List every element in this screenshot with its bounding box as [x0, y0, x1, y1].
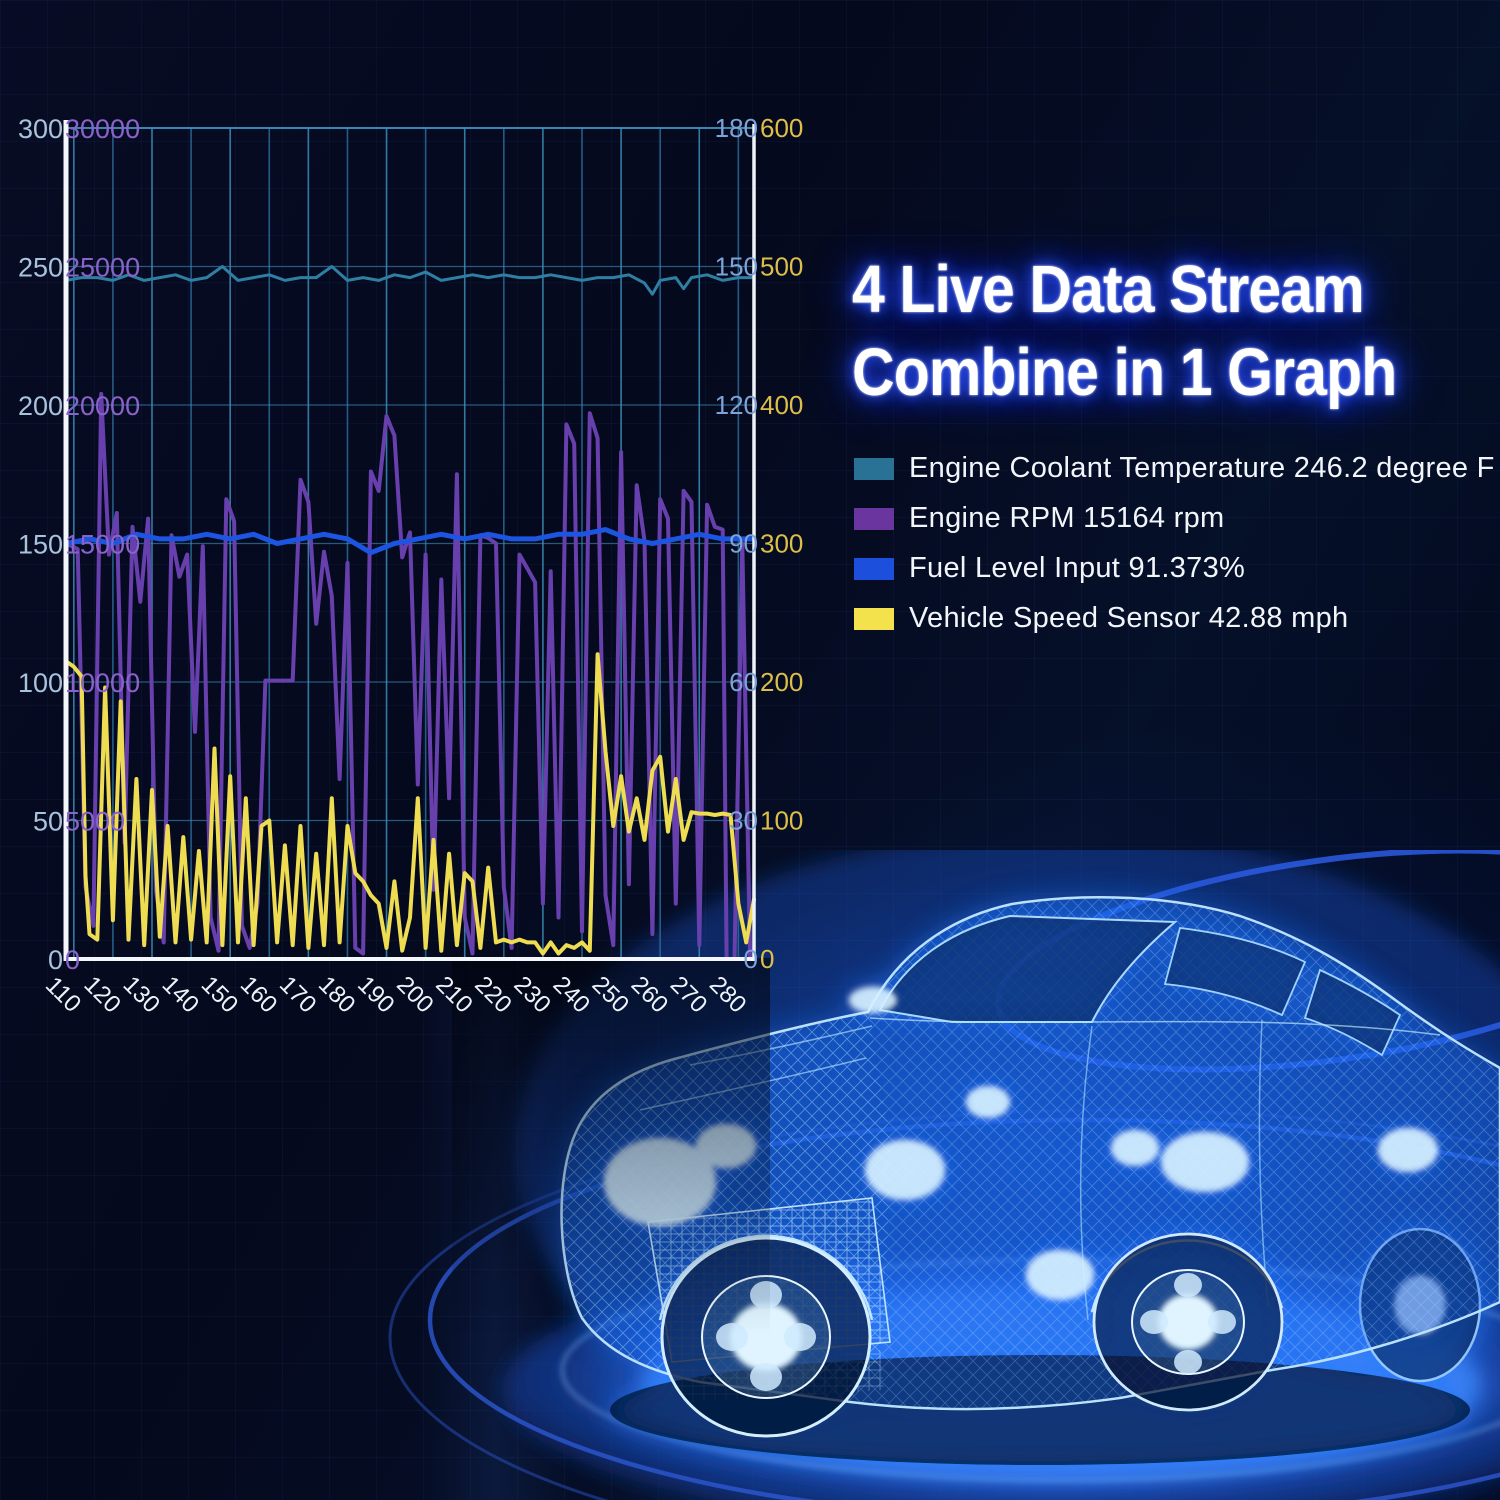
car-side-mirror [849, 987, 897, 1013]
series-fuel [63, 527, 757, 556]
svg-text:110: 110 [40, 972, 86, 1018]
legend-label-coolant: Engine Coolant Temperature 246.2 degree … [909, 452, 1495, 484]
svg-text:220: 220 [469, 971, 516, 1018]
svg-text:150: 150 [196, 971, 243, 1018]
legend-swatch-fuel [854, 557, 894, 580]
headline: 4 Live Data Stream Combine in 1 Graph [852, 248, 1397, 414]
svg-text:190: 190 [352, 971, 399, 1018]
series-speed [64, 652, 756, 956]
car-wheel-front-left [660, 1236, 872, 1438]
svg-text:280: 280 [704, 971, 751, 1018]
svg-text:200: 200 [391, 971, 438, 1018]
svg-text:0: 0 [760, 944, 774, 974]
svg-text:230: 230 [509, 971, 556, 1018]
legend-swatch-rpm [854, 507, 894, 530]
svg-text:150: 150 [715, 252, 758, 282]
legend-item-speed: Vehicle Speed Sensor 42.88 mph [854, 602, 1495, 635]
svg-text:0: 0 [744, 944, 758, 974]
svg-text:200: 200 [760, 667, 803, 697]
car-hotspot-2 [1026, 1250, 1094, 1300]
legend-item-fuel: Fuel Level Input 91.373% [854, 552, 1495, 585]
svg-text:0: 0 [48, 945, 63, 975]
svg-text:160: 160 [235, 971, 282, 1018]
svg-text:240: 240 [548, 971, 595, 1018]
headline-line1: 4 Live Data Stream [852, 252, 1365, 327]
car-headlight-right [1161, 1132, 1249, 1192]
svg-text:20000: 20000 [65, 391, 140, 421]
svg-text:200: 200 [18, 391, 63, 421]
car-side-window-front [1163, 927, 1307, 1017]
svg-text:130: 130 [118, 971, 165, 1018]
svg-text:140: 140 [157, 971, 204, 1018]
svg-text:0: 0 [65, 945, 80, 975]
svg-text:5000: 5000 [65, 807, 125, 837]
svg-text:250: 250 [587, 971, 634, 1018]
chart-legend: Engine Coolant Temperature 246.2 degree … [854, 452, 1495, 652]
car-belt-line [869, 1017, 1441, 1036]
car-door-line-2 [1258, 1019, 1269, 1306]
svg-text:90: 90 [729, 529, 758, 559]
svg-text:30: 30 [729, 806, 758, 836]
legend-label-fuel: Fuel Level Input 91.373% [909, 552, 1246, 584]
headline-line2: Combine in 1 Graph [852, 335, 1397, 411]
svg-text:15000: 15000 [65, 530, 140, 560]
car-windshield [878, 914, 1178, 1023]
legend-item-coolant: Engine Coolant Temperature 246.2 degree … [854, 452, 1495, 485]
chart-axes [63, 120, 756, 961]
car-hotspot-3 [966, 1086, 1010, 1118]
svg-text:210: 210 [430, 971, 477, 1018]
legend-label-rpm: Engine RPM 15164 rpm [909, 502, 1225, 534]
legend-swatch-speed [854, 607, 894, 630]
svg-text:600: 600 [760, 113, 803, 143]
car-engine-hotspot [865, 1140, 945, 1200]
svg-text:60: 60 [729, 667, 758, 697]
svg-text:120: 120 [715, 390, 758, 420]
svg-text:260: 260 [626, 971, 673, 1018]
svg-text:250: 250 [18, 253, 63, 283]
x-axis-labels: 1101201301401501601701801902002102202302… [40, 971, 751, 1018]
car-hotspot-4 [1111, 1130, 1159, 1166]
car-hotspot-1 [1378, 1128, 1438, 1172]
legend-label-speed: Vehicle Speed Sensor 42.88 mph [909, 602, 1349, 634]
series-coolant [64, 265, 756, 296]
svg-text:400: 400 [760, 390, 803, 420]
svg-text:100: 100 [18, 668, 63, 698]
svg-text:180: 180 [715, 113, 758, 143]
svg-text:100: 100 [760, 806, 803, 836]
svg-text:300: 300 [760, 529, 803, 559]
svg-text:500: 500 [760, 252, 803, 282]
car-headlight-left-inner [696, 1124, 756, 1168]
svg-text:180: 180 [313, 971, 360, 1018]
wireframe-car [560, 896, 1500, 1465]
svg-text:300: 300 [18, 114, 63, 144]
svg-text:170: 170 [274, 971, 321, 1018]
legend-swatch-coolant [854, 457, 894, 480]
svg-text:120: 120 [79, 971, 126, 1018]
car-wheel-rear-left [1092, 1232, 1284, 1412]
svg-text:25000: 25000 [65, 253, 140, 283]
svg-text:150: 150 [18, 530, 63, 560]
svg-text:10000: 10000 [65, 668, 140, 698]
svg-text:270: 270 [665, 971, 712, 1018]
svg-text:50: 50 [33, 807, 63, 837]
legend-item-rpm: Engine RPM 15164 rpm [854, 502, 1495, 535]
svg-text:30000: 30000 [65, 114, 140, 144]
